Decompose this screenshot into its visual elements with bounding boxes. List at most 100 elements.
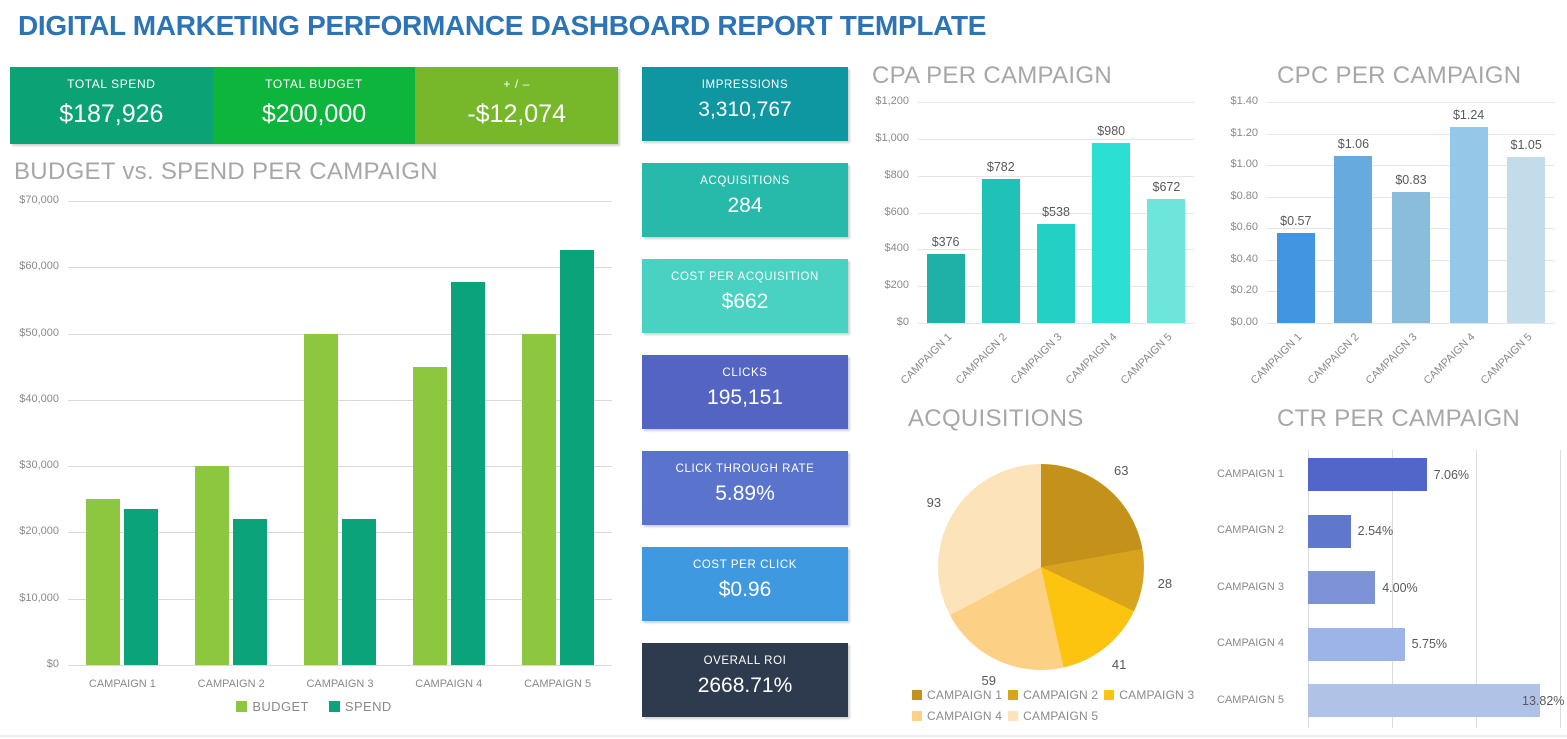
gridline [68, 201, 612, 202]
bar-value-label: 4.00% [1382, 580, 1418, 595]
gridline [918, 323, 1194, 324]
pie-slice-label: 63 [1113, 463, 1129, 479]
bar-value-label: $1.06 [1337, 136, 1370, 151]
cpa-per-campaign-chart: CPA PER CAMPAIGN $0 $200 $400 $600 $800 $1,00… [870, 62, 1204, 422]
bar-value-label: 2.54% [1357, 524, 1394, 538]
summary-card-label: TOTAL SPEND [67, 77, 156, 91]
pie-slice-label: 59 [981, 672, 996, 688]
legend-swatch [1104, 690, 1115, 700]
bar-group [394, 201, 503, 665]
x-axis-label-cell: CAMPAIGN 4 [1421, 329, 1498, 403]
y-axis-tick-label: $1,200 [875, 95, 909, 107]
plot-area: $0 $200 $400 $600 $800 $1,000 $1,200 $376 $782 $5… [875, 95, 1194, 328]
bar-value-label: $672 [1152, 180, 1181, 195]
x-axis-label: CAMPAIGN 1 [898, 331, 955, 387]
bar-holder: $1.05 [1507, 102, 1546, 323]
summary-card-plus-minus: + / – -$12,074 [415, 67, 619, 144]
bar-campaign-2 [1334, 155, 1373, 323]
x-axis-label-cell: CAMPAIGN 5 [1479, 329, 1555, 403]
legend-swatch [912, 690, 922, 700]
category-label: CAMPAIGN 3 [1217, 580, 1285, 593]
x-axis-label-cell: CAMPAIGN 5 [503, 674, 612, 690]
x-axis-label: CAMPAIGN 3 [306, 678, 374, 690]
bars: $0.57 $1.06 $0.83 $1.24 $1.05 [1267, 102, 1555, 323]
bar-campaign-5 [1147, 199, 1186, 323]
y-axis-tick-label: $200 [884, 279, 909, 292]
bar-campaign-1-budget [86, 499, 121, 665]
category-label: CAMPAIGN 2 [1217, 524, 1285, 536]
plot-area: $0 $10,000 $20,000 $30,000 $40,000 $50,000 $60… [19, 194, 612, 670]
x-axis-label: CAMPAIGN 5 [524, 678, 592, 690]
legend: CAMPAIGN 1 CAMPAIGN 2 CAMPAIGN 3 CAMPAIGN 4… [912, 688, 1217, 723]
y-axis-tick-label: $30,000 [19, 459, 59, 472]
kpi-card-impressions: IMPRESSIONS 3,310,767 [642, 67, 848, 141]
bar-campaign-4 [1092, 142, 1131, 323]
x-axis-label: CAMPAIGN 1 [1248, 331, 1305, 387]
summary-card-label: TOTAL BUDGET [265, 77, 363, 91]
legend-label: CAMPAIGN 4 [927, 709, 1003, 723]
gridline [68, 532, 612, 534]
bar-value-label: $376 [931, 234, 960, 249]
bar-holder: $538 [1037, 102, 1075, 323]
bar-group: $1.06 [1325, 102, 1383, 323]
y-axis-tick-label: $50,000 [19, 326, 59, 339]
y-axis-tick-label: $0 [46, 658, 59, 670]
bar-holder [233, 201, 268, 665]
kpi-card-value: 284 [727, 194, 763, 217]
legend-item: CAMPAIGN 4 [912, 709, 1002, 723]
gridline [1267, 133, 1555, 135]
bars: $376 $782 $538 $980 $672 [918, 102, 1194, 323]
bottom-edge-divider [0, 735, 1567, 737]
bar-group: $1.24 [1440, 102, 1498, 323]
category-label: CAMPAIGN 4 [1217, 637, 1285, 649]
bar-holder [303, 201, 338, 665]
legend-swatch [1008, 711, 1019, 721]
chart-title: CPC PER CAMPAIGN [1277, 62, 1522, 89]
ctr-per-campaign-chart: CTR PER CAMPAIGN CAMPAIGN 1 7.06% CAMPAIGN… [1215, 400, 1567, 737]
y-axis-tick-label: $600 [884, 205, 909, 218]
y-axis-tick-label: $0.60 [1230, 221, 1258, 234]
legend-item: CAMPAIGN 1 [912, 688, 1002, 702]
bar-campaign-2 [981, 178, 1020, 323]
bar-campaign-1 [926, 253, 965, 323]
kpi-card-cost-per-acquisition: COST PER ACQUISITION $662 [642, 259, 848, 333]
gridline [68, 665, 612, 666]
legend-swatch [912, 711, 922, 721]
y-axis-tick-label: $0.40 [1230, 252, 1258, 265]
bar-holder [341, 201, 376, 665]
cpc-per-campaign-chart: CPC PER CAMPAIGN $0.00 $0.20 $0.40 $0.60 $0.… [1217, 62, 1563, 422]
bar-holder [86, 201, 121, 665]
kpi-card-label: COST PER ACQUISITION [671, 271, 819, 283]
bar-value-label: $538 [1042, 204, 1070, 219]
bar-campaign-1 [1276, 233, 1315, 323]
gridline [1392, 450, 1393, 728]
bar-value-label: 13.82% [1522, 693, 1565, 708]
pie-slice-label: 28 [1157, 575, 1173, 591]
y-axis-tick-label: $1.20 [1230, 126, 1258, 139]
kpi-card-label: CLICK THROUGH RATE [675, 463, 815, 475]
legend-item: CAMPAIGN 3 [1104, 688, 1194, 702]
kpi-card-value: 5.89% [715, 482, 775, 505]
pie-slice-label: 93 [926, 494, 942, 510]
bar-group: $980 [1084, 102, 1139, 323]
x-axis-label: CAMPAIGN 1 [88, 678, 156, 690]
acquisitions-pie [938, 464, 1144, 670]
summary-cards-row: TOTAL SPEND $187,926 TOTAL BUDGET $200,0… [10, 67, 619, 144]
summary-card-total-spend: TOTAL SPEND $187,926 [10, 67, 213, 144]
legend-item: SPEND [328, 699, 392, 714]
kpi-card-value: $0.96 [718, 578, 772, 601]
x-axis-label-cell: CAMPAIGN 2 [177, 674, 286, 690]
bar-holder: $376 [926, 102, 965, 323]
bar-group [503, 201, 612, 665]
bar-value-label: 5.75% [1411, 637, 1448, 651]
bar-campaign-3 [1308, 571, 1376, 604]
legend-item: CAMPAIGN 2 [1008, 688, 1098, 702]
kpi-card-value: 195,151 [707, 386, 783, 409]
bar-value-label: 7.06% [1433, 467, 1470, 482]
gridline [68, 333, 612, 335]
x-axis-label: CAMPAIGN 4 [415, 678, 483, 690]
bar-group: $0.83 [1382, 102, 1440, 323]
bar-holder [450, 201, 485, 665]
summary-card-value: -$12,074 [467, 100, 567, 128]
bar-campaign-3 [1391, 191, 1430, 323]
